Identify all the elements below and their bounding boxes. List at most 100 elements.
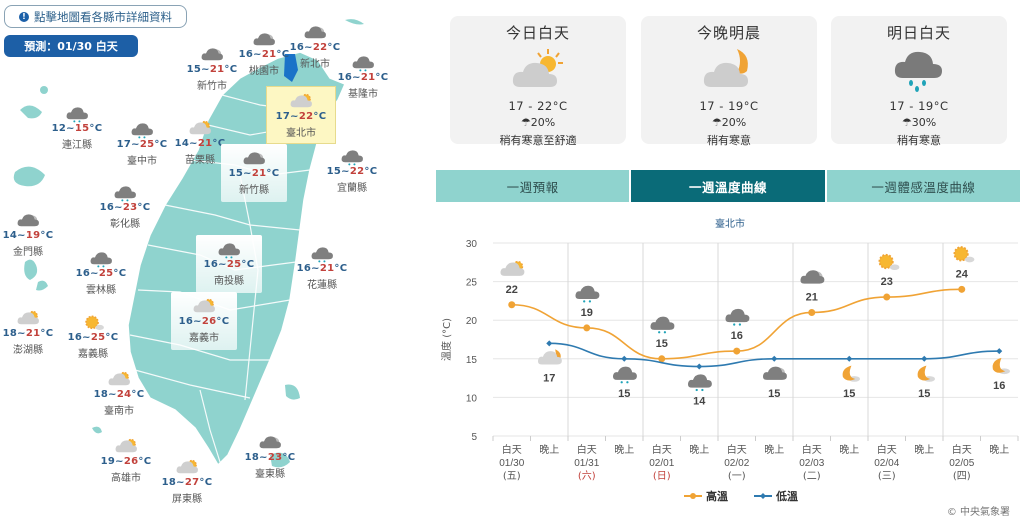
city-temp: 16~25°C: [75, 268, 127, 279]
city-name: 連江縣: [62, 140, 92, 151]
svg-text:白天: 白天: [877, 443, 897, 456]
tab-weekly-apparent-temp-curve[interactable]: 一週體感溫度曲線: [826, 170, 1020, 202]
city-name: 桃園市: [249, 66, 279, 77]
rain-cloud-icon: [725, 308, 750, 326]
city-temp: 16~21°C: [296, 263, 348, 274]
info-button-label: 點擊地圖看各縣市詳細資料: [34, 9, 172, 24]
svg-text:02/03: 02/03: [799, 458, 824, 469]
svg-text:19: 19: [581, 307, 593, 319]
map-info-button[interactable]: ! 點擊地圖看各縣市詳細資料: [4, 5, 187, 28]
city-marker-16[interactable]: 16~25°C 嘉義縣: [58, 310, 128, 360]
card-title: 明日白天: [886, 24, 951, 42]
city-name: 高雄市: [111, 473, 141, 484]
city-name: 新北市: [300, 59, 330, 70]
city-name: 宜蘭縣: [337, 183, 367, 194]
sunny-icon: [953, 246, 975, 263]
cloudy-icon: [229, 27, 299, 49]
city-name: 南投縣: [214, 276, 244, 287]
kinmen-island: [13, 166, 45, 187]
city-marker-2[interactable]: 18~21°C 澎湖縣: [0, 306, 63, 356]
city-temp: 12~15°C: [51, 123, 103, 134]
city-marker-10[interactable]: 15~21°C 新竹縣: [221, 144, 287, 202]
umbrella-icon: ☂: [520, 116, 531, 129]
partly-cloudy-icon: [165, 116, 235, 138]
svg-text:(二): (二): [803, 471, 821, 482]
city-marker-20[interactable]: 18~27°C 屏東縣: [152, 455, 222, 505]
legend-high-label: 高溫: [706, 490, 728, 503]
svg-text:晚上: 晚上: [764, 444, 784, 456]
city-marker-15[interactable]: 16~25°C 雲林縣: [66, 246, 136, 296]
city-marker-14[interactable]: 16~21°C 花蓮縣: [287, 241, 357, 291]
moon-icon: [992, 357, 1010, 375]
tab-weekly-forecast[interactable]: 一週預報: [436, 170, 632, 202]
legend-low[interactable]: 低溫: [754, 488, 798, 504]
city-marker-17[interactable]: 16~26°C 嘉義市: [171, 292, 237, 350]
city-temp: 16~26°C: [178, 316, 230, 327]
rain-cloud-icon: [612, 366, 637, 384]
partly-cloudy-icon: [91, 434, 161, 456]
city-marker-8[interactable]: 17~25°C 臺中市: [107, 117, 177, 167]
card-tonight: 今晚明晨 17 - 19°C ☂20% 稍有寒意: [641, 16, 817, 147]
svg-text:14: 14: [693, 396, 706, 408]
rain-cloud-icon: [317, 144, 387, 166]
rain-cloud-icon: [831, 45, 1007, 93]
svg-text:22: 22: [506, 284, 518, 296]
card-pop: ☂20%: [520, 116, 556, 129]
city-marker-1[interactable]: 14~19°C 金門縣: [0, 208, 63, 258]
city-marker-7[interactable]: 17~22°C 臺北市: [266, 86, 336, 144]
forecast-time-label: 預測：01/30 白天: [24, 40, 118, 53]
rain-cloud-icon: [328, 50, 398, 72]
svg-text:01/31: 01/31: [574, 458, 599, 469]
sunny-icon: [878, 253, 900, 271]
svg-text:晚上: 晚上: [989, 444, 1009, 456]
city-name: 基隆市: [348, 89, 378, 100]
city-marker-9[interactable]: 14~21°C 苗栗縣: [165, 116, 235, 166]
city-marker-5[interactable]: 16~22°C 新北市: [280, 20, 350, 70]
chart-title: 臺北市: [715, 219, 745, 230]
city-name: 新竹縣: [239, 185, 269, 196]
tab-weekly-temp-curve[interactable]: 一週溫度曲線: [631, 170, 827, 202]
card-pop: ☂30%: [901, 116, 937, 129]
rain-cloud-icon: [90, 180, 160, 202]
city-marker-13[interactable]: 16~25°C 南投縣: [196, 235, 262, 293]
rain-cloud-icon: [196, 237, 262, 259]
svg-text:晚上: 晚上: [914, 444, 934, 456]
rain-cloud-icon: [650, 316, 675, 334]
city-marker-3[interactable]: 15~21°C 新竹市: [177, 42, 247, 92]
cloudy-night-icon: [641, 45, 817, 93]
umbrella-icon: ☂: [901, 116, 912, 129]
city-temp: 18~24°C: [93, 389, 145, 400]
low-series-marker-icon: [754, 493, 772, 499]
svg-text:5: 5: [471, 432, 477, 443]
city-marker-4[interactable]: 16~21°C 桃園市: [229, 27, 299, 77]
city-temp: 16~21°C: [238, 49, 290, 60]
city-temp: 18~23°C: [244, 452, 296, 463]
legend-high[interactable]: 高溫: [684, 488, 728, 504]
city-marker-6[interactable]: 16~21°C 基隆市: [328, 50, 398, 100]
svg-text:(五): (五): [503, 471, 521, 482]
svg-text:21: 21: [806, 291, 818, 303]
city-marker-12[interactable]: 16~23°C 彰化縣: [90, 180, 160, 230]
city-temp: 17~25°C: [116, 139, 168, 150]
rain-cloud-icon: [575, 285, 600, 303]
temperature-line-chart[interactable]: 5 10 15 20 25 30 溫度 (°C) 白天 01/30 (五) 晚上 白天 01/31(六)…: [436, 225, 1024, 487]
svg-text:15: 15: [768, 388, 780, 400]
city-name: 雲林縣: [86, 285, 116, 296]
city-marker-19[interactable]: 19~26°C 高雄市: [91, 434, 161, 484]
city-marker-21[interactable]: 18~23°C 臺東縣: [235, 430, 305, 480]
svg-text:02/01: 02/01: [649, 458, 674, 469]
city-name: 彰化縣: [110, 219, 140, 230]
city-marker-0[interactable]: 12~15°C 連江縣: [42, 101, 112, 151]
card-tomorrow-day: 明日白天 17 - 19°C ☂30% 稍有寒意: [831, 16, 1007, 147]
svg-text:(日): (日): [653, 471, 671, 482]
city-marker-11[interactable]: 15~22°C 宜蘭縣: [317, 144, 387, 194]
city-name: 臺中市: [127, 156, 157, 167]
forecast-time-pill: 預測：01/30 白天: [4, 35, 138, 57]
city-temp: 14~21°C: [174, 138, 226, 149]
city-temp: 16~25°C: [67, 332, 119, 343]
svg-text:30: 30: [466, 239, 478, 250]
city-marker-18[interactable]: 18~24°C 臺南市: [84, 367, 154, 417]
city-name: 澎湖縣: [13, 345, 43, 356]
svg-text:白天: 白天: [502, 443, 522, 456]
city-temp: 18~27°C: [161, 477, 213, 488]
